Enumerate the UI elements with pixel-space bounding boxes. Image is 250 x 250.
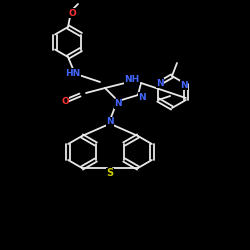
Text: N: N [156, 78, 164, 88]
Text: HN: HN [66, 68, 80, 78]
Text: O: O [61, 98, 69, 106]
Text: N: N [114, 100, 122, 108]
Text: O: O [68, 8, 76, 18]
Text: S: S [106, 168, 114, 178]
Text: N: N [106, 118, 114, 126]
Text: N: N [138, 92, 146, 102]
Text: NH: NH [124, 76, 140, 84]
Text: N: N [180, 80, 188, 90]
